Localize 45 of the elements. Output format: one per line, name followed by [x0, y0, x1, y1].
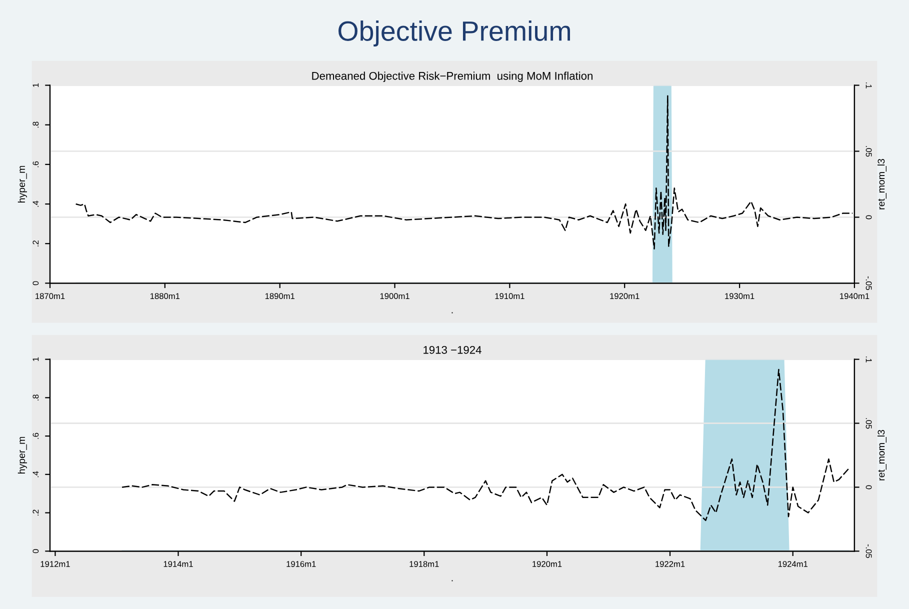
y-tick-label: .2	[32, 240, 39, 246]
y2-tick-label: 0	[866, 485, 872, 490]
y-tick-label: .4	[32, 200, 39, 207]
x-tick-label: 1922m1	[656, 561, 685, 567]
text: Objective Premium	[338, 20, 570, 46]
y-axis-title: hyper_m	[18, 166, 27, 202]
y-tick-label: .8	[32, 122, 39, 128]
y2-tick-label: .1	[866, 82, 872, 88]
x-tick-label: 1900m1	[380, 293, 410, 300]
x-tick-label: 1880m1	[150, 293, 180, 300]
x-tick-label: 1920m1	[532, 561, 562, 567]
y2-axis-title: ret_mom_l3	[878, 158, 886, 210]
x-tick-label: 1910m1	[495, 293, 524, 300]
y-tick-label: .6	[32, 161, 39, 168]
y2-tick-label: .05	[866, 146, 872, 157]
y2-tick-label: 0	[866, 215, 872, 220]
x-tick-label: 1930m1	[725, 293, 754, 300]
y2-tick-label: .1	[866, 356, 872, 362]
x-tick-label: 1914m1	[164, 561, 193, 567]
y2-tick-label: -.05	[866, 544, 872, 558]
y-tick-label: 1	[32, 83, 39, 87]
x-tick-label: 1916m1	[286, 561, 316, 567]
x-axis-title: .	[452, 312, 453, 314]
x-tick-label: 1870m1	[36, 293, 65, 300]
y-tick-label: .6	[32, 432, 39, 439]
x-tick-label: 1920m1	[610, 293, 640, 300]
y-axis-title: hyper_m	[18, 436, 27, 474]
chart-title: 1913 −1924	[424, 346, 482, 354]
y-tick-label: 1	[32, 357, 39, 361]
y-tick-label: .4	[32, 471, 39, 478]
y-tick-label: 0	[32, 549, 39, 554]
y2-axis-title: ret_mom_l3	[878, 430, 886, 480]
x-axis-title: .	[452, 580, 453, 582]
y-tick-label: 0	[32, 281, 39, 286]
x-tick-label: 1940m1	[840, 293, 870, 300]
line-series	[121, 368, 850, 522]
x-tick-label: 1912m1	[40, 561, 70, 567]
x-tick-label: 1890m1	[265, 293, 295, 300]
x-tick-label: 1924m1	[778, 561, 808, 567]
y2-tick-label: .05	[866, 418, 872, 429]
y2-tick-label: -.05	[866, 276, 872, 290]
chart-title: Demeaned Objective Risk−Premium using MoM Inflation	[312, 72, 592, 82]
y-tick-label: .2	[32, 510, 39, 516]
y-tick-label: .8	[32, 394, 39, 400]
x-tick-label: 1918m1	[410, 561, 439, 567]
